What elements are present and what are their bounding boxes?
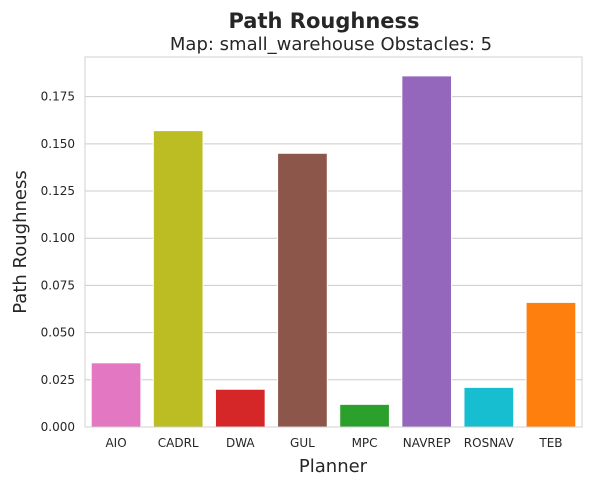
bar-gul: [277, 152, 328, 428]
bar-cadrl: [152, 130, 204, 428]
bar-mpc: [339, 403, 390, 428]
y-tick-label: 0.100: [41, 231, 75, 245]
y-tick-labels: 0.000 0.025 0.050 0.075 0.100 0.125 0.150 0.175: [41, 90, 75, 434]
x-axis-label: Planner: [299, 456, 368, 477]
y-tick-label: 0.025: [41, 373, 75, 387]
chart-title: Path Roughness: [228, 9, 419, 33]
y-tick-label: 0.050: [41, 326, 75, 340]
bar-teb: [525, 301, 577, 428]
x-tick-label: NAVREP: [403, 436, 451, 450]
x-tick-label: GUL: [290, 436, 315, 450]
y-tick-label: 0.075: [41, 278, 75, 292]
bar-aio: [90, 362, 142, 428]
bar-rosnav: [463, 386, 515, 428]
y-tick-label: 0.175: [41, 90, 75, 104]
y-tick-label: 0.000: [41, 420, 75, 434]
x-tick-label: ROSNAV: [464, 436, 515, 450]
bar-navrep: [401, 75, 453, 428]
y-axis-label: Path Roughness: [10, 170, 31, 313]
x-tick-label: TEB: [538, 436, 562, 450]
bar-dwa: [214, 388, 266, 428]
plot-frame: [84, 56, 583, 428]
x-tick-label: DWA: [226, 436, 255, 450]
x-tick-label: CADRL: [158, 436, 199, 450]
bars: [90, 75, 577, 428]
y-tick-label: 0.125: [41, 184, 75, 198]
x-tick-label: AIO: [105, 436, 126, 450]
x-tick-labels: AIO CADRL DWA GUL MPC NAVREP ROSNAV TEB: [105, 436, 562, 450]
y-tick-label: 0.150: [41, 137, 75, 151]
chart-subtitle: Map: small_warehouse Obstacles: 5: [170, 34, 492, 55]
x-tick-label: MPC: [352, 436, 378, 450]
